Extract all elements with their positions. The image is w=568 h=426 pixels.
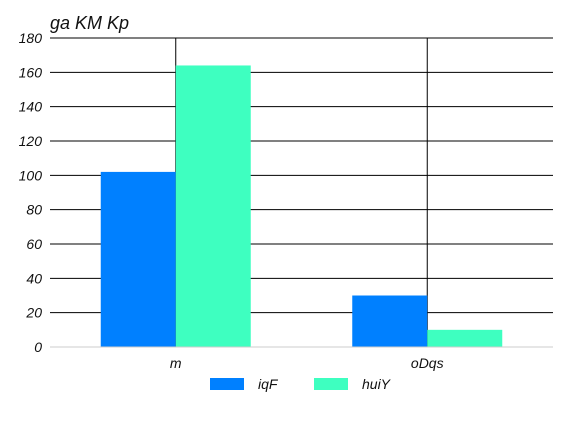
bar-iqF-oDqs [352, 295, 428, 347]
y-tick-label: 140 [19, 99, 43, 115]
x-axis-categories: m oDqs [170, 355, 444, 371]
y-axis-ticks: 0 20 40 60 80 100 120 140 160 180 [19, 30, 43, 355]
bars [100, 65, 503, 347]
y-tick-label: 160 [19, 64, 43, 80]
y-tick-label: 100 [19, 167, 43, 183]
chart-title: ga KM Kp [50, 13, 129, 33]
legend[interactable]: iqF huiY [210, 376, 392, 392]
y-tick-label: 80 [26, 202, 42, 218]
legend-swatch[interactable] [314, 378, 348, 390]
x-tick-label: oDqs [411, 355, 444, 371]
bar-huiY-oDqs [427, 329, 503, 347]
legend-label[interactable]: huiY [362, 376, 392, 392]
bar-huiY-m [175, 65, 251, 347]
y-tick-label: 40 [26, 270, 42, 286]
y-tick-label: 20 [25, 305, 42, 321]
legend-swatch[interactable] [210, 378, 244, 390]
legend-label[interactable]: iqF [258, 376, 279, 392]
y-tick-label: 120 [19, 133, 43, 149]
y-tick-label: 180 [19, 30, 43, 46]
bar-iqF-m [100, 171, 176, 347]
x-tick-label: m [170, 355, 182, 371]
y-tick-label: 60 [26, 236, 42, 252]
y-tick-label: 0 [34, 339, 42, 355]
